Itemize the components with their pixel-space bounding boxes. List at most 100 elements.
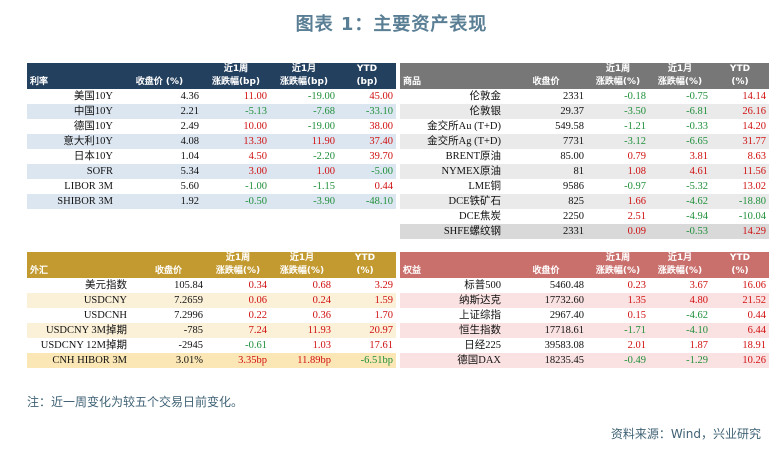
asset-name: CNH HIBOR 3M <box>27 353 131 368</box>
column-header: (%) <box>334 265 396 278</box>
header-row: 近1周 近1月 YTD <box>27 252 396 265</box>
change-value: -10.04 <box>738 211 766 222</box>
change-value: 4.50 <box>248 151 267 162</box>
asset-name: 金交所Ag (T+D) <box>400 134 505 149</box>
header-row: 商品 收盘价 涨跌幅(%) 涨跌幅(%) (%) <box>400 76 769 89</box>
table-row: 美元指数 105.84 0.34 0.68 3.29 <box>27 278 396 293</box>
asset-name: USDCNY <box>27 293 131 308</box>
column-header: 权益 <box>400 265 505 278</box>
change-value: -0.61 <box>245 340 267 351</box>
change-value: 0.79 <box>627 151 646 162</box>
column-header: 涨跌幅(%) <box>649 265 711 278</box>
change-value: 4.80 <box>649 293 711 308</box>
asset-name: LME铜 <box>468 181 501 192</box>
table-row: 金交所Au (T+D) 549.58 -1.21 -0.33 14.20 <box>400 119 769 134</box>
table-row: 标普500 5460.48 0.23 3.67 16.06 <box>400 278 769 293</box>
table-row: 德国10Y 2.49 10.00 -19.00 38.00 <box>27 119 396 134</box>
change-value: 6.44 <box>711 323 769 338</box>
change-value: -18.80 <box>711 194 769 209</box>
column-header: 近1周 <box>587 63 649 76</box>
change-value: 16.06 <box>742 280 766 291</box>
asset-name: SOFR <box>27 164 117 179</box>
table-row: 日经225 39583.08 2.01 1.87 18.91 <box>400 338 769 353</box>
asset-name: 德国DAX <box>400 353 505 368</box>
change-value: 18.91 <box>742 340 766 351</box>
change-value: 1.87 <box>689 340 708 351</box>
asset-name: 日本10Y <box>73 151 113 162</box>
change-value: 31.77 <box>711 134 769 149</box>
asset-name: 标普500 <box>464 280 501 291</box>
close-value: 2250 <box>563 211 584 222</box>
table-row: 意大利10Y 4.08 13.30 11.90 37.40 <box>27 134 396 149</box>
change-value: 2.01 <box>627 340 646 351</box>
column-header: 近1月 <box>270 252 334 265</box>
header-row: 外汇 收盘价 涨跌幅(%) 涨跌幅(%) (%) <box>27 265 396 278</box>
rates-grid: 近1周 近1月 YTD 利率 收盘价 (%) 涨跌幅(bp) 涨跌幅(bp) (bp) 美国10… <box>27 63 396 209</box>
change-value: 1.03 <box>312 340 331 351</box>
column-header: 涨跌幅(%) <box>649 76 711 89</box>
asset-name: 美元指数 <box>85 280 127 291</box>
column-header: YTD <box>711 252 769 265</box>
column-header <box>505 63 587 76</box>
change-value: 37.40 <box>338 134 396 149</box>
header-row: 利率 收盘价 (%) 涨跌幅(bp) 涨跌幅(bp) (bp) <box>27 76 396 89</box>
change-value: 10.00 <box>243 121 267 132</box>
column-header: 收盘价 <box>505 265 587 278</box>
close-value: 17732.60 <box>505 293 587 308</box>
close-value: 39583.08 <box>544 340 584 351</box>
close-value: 7.2659 <box>131 293 206 308</box>
column-header: 商品 <box>400 76 505 89</box>
column-header: 涨跌幅(%) <box>206 265 270 278</box>
close-value: 18235.45 <box>505 353 587 368</box>
asset-name: DCE铁矿石 <box>400 194 505 209</box>
column-header: YTD <box>711 63 769 76</box>
close-value: 2967.40 <box>549 310 584 321</box>
column-header: 收盘价 <box>131 265 206 278</box>
change-value: -6.81 <box>649 104 711 119</box>
change-value: 10.26 <box>711 353 769 368</box>
table-row: SHIBOR 3M 1.92 -0.50 -3.90 -48.10 <box>27 194 396 209</box>
change-value: 0.34 <box>248 280 267 291</box>
change-value: 0.36 <box>312 310 331 321</box>
column-header: 近1周 <box>587 252 649 265</box>
table-row: LIBOR 3M 5.60 -1.00 -1.15 0.44 <box>27 179 396 194</box>
change-value: 0.68 <box>312 280 331 291</box>
change-value: 3.67 <box>689 280 708 291</box>
change-value: 0.15 <box>627 310 646 321</box>
close-value: 9586 <box>563 181 584 192</box>
close-value: 2331 <box>563 91 584 102</box>
column-header: (%) <box>711 265 769 278</box>
header-row: 权益 收盘价 涨跌幅(%) 涨跌幅(%) (%) <box>400 265 769 278</box>
table-row: 恒生指数 17718.61 -1.71 -4.10 6.44 <box>400 323 769 338</box>
column-header: 涨跌幅(bp) <box>202 76 270 89</box>
asset-name: DCE焦炭 <box>459 211 501 222</box>
change-value: 3.35bp <box>206 353 270 368</box>
change-value: -6.65 <box>649 134 711 149</box>
change-value: -0.18 <box>624 91 646 102</box>
change-value: 3.29 <box>374 280 393 291</box>
asset-name: 金交所Au (T+D) <box>427 121 501 132</box>
table-row: 伦敦金 2331 -0.18 -0.75 14.14 <box>400 89 769 104</box>
close-value: 5460.48 <box>549 280 584 291</box>
change-value: 1.70 <box>374 310 393 321</box>
change-value: -0.75 <box>686 91 708 102</box>
commodities-grid: 近1周 近1月 YTD 商品 收盘价 涨跌幅(%) 涨跌幅(%) (%) 伦敦金 2331 -0.1… <box>400 63 769 239</box>
table-row: SOFR 5.34 3.00 1.00 -5.00 <box>27 164 396 179</box>
change-value: -1.21 <box>624 121 646 132</box>
table-row: BRENT原油 85.00 0.79 3.81 8.63 <box>400 149 769 164</box>
change-value: 13.30 <box>202 134 270 149</box>
change-value: -0.49 <box>587 353 649 368</box>
close-value: 7.2996 <box>174 310 203 321</box>
table-row: USDCNH 7.2996 0.22 0.36 1.70 <box>27 308 396 323</box>
fx-table: 近1周 近1月 YTD 外汇 收盘价 涨跌幅(%) 涨跌幅(%) (%) 美元指数 105.84 0… <box>27 252 396 368</box>
change-value: -48.10 <box>338 194 396 209</box>
equities-grid: 近1周 近1月 YTD 权益 收盘价 涨跌幅(%) 涨跌幅(%) (%) 标普500 5460.4… <box>400 252 769 368</box>
change-value: 4.61 <box>649 164 711 179</box>
asset-name: 美国10Y <box>73 91 113 102</box>
column-header: 近1月 <box>270 63 338 76</box>
table-row: 伦敦银 29.37 -3.50 -6.81 26.16 <box>400 104 769 119</box>
column-header: (bp) <box>338 76 396 89</box>
asset-name: 上证综指 <box>459 310 501 321</box>
column-header: YTD <box>334 252 396 265</box>
close-value: -785 <box>131 323 206 338</box>
